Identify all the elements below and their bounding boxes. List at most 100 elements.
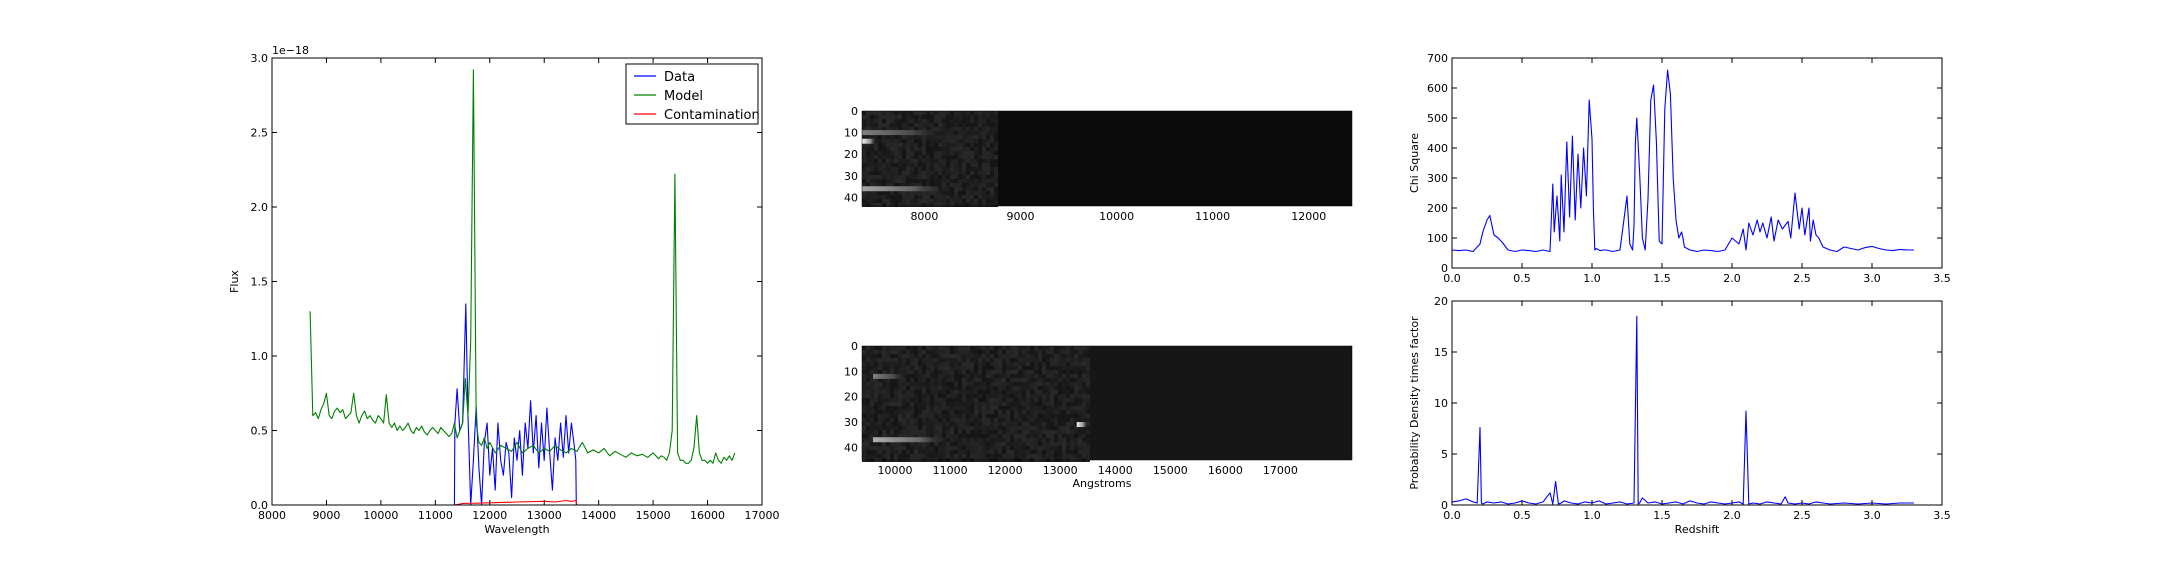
spectrum2d-bottom-noise-pixel <box>994 374 998 378</box>
spectrum2d-top-noise-pixel <box>942 159 946 163</box>
spectrum2d-bottom-noise-pixel <box>894 442 898 446</box>
spectrum2d-top-noise-pixel <box>870 115 874 119</box>
spectrum2d-top-noise-pixel <box>862 199 866 203</box>
spectrum2d-bottom-noise-pixel <box>962 410 966 414</box>
spectrum2d-top-noise-pixel <box>950 139 954 143</box>
spectrum2d-bottom-noise-pixel <box>970 354 974 358</box>
spectrum2d-bottom-noise-pixel <box>1074 422 1078 426</box>
spectrum2d-bottom-noise-pixel <box>954 398 958 402</box>
spectrum2d-top-noise-pixel <box>994 163 998 167</box>
spectrum2d-bottom-noise-pixel <box>922 434 926 438</box>
spectrum2d-bottom-noise-pixel <box>1054 374 1058 378</box>
spectrum2d-bottom-noise-pixel <box>862 374 866 378</box>
spectrum2d-bottom-noise-pixel <box>926 394 930 398</box>
spectrum2d-bottom-noise-pixel <box>958 418 962 422</box>
spectrum2d-bottom-noise-pixel <box>1074 358 1078 362</box>
spectrum2d-bottom-noise-pixel <box>862 426 866 430</box>
spectrum2d-bottom-noise-pixel <box>1026 394 1030 398</box>
spectrum2d-bottom-noise-pixel <box>1022 446 1026 450</box>
spectrum2d-top-noise-pixel <box>914 123 918 127</box>
spectrum2d-bottom-noise-pixel <box>938 406 942 410</box>
spectrum2d-top-noise-pixel <box>930 135 934 139</box>
spectrum2d-top-noise-pixel <box>898 123 902 127</box>
spectrum2d-bottom-noise-pixel <box>994 382 998 386</box>
spectrum2d-top-noise-pixel <box>970 195 974 199</box>
spectrum2d-bottom-noise-pixel <box>978 438 982 442</box>
spectrum2d-bottom-noise-pixel <box>890 382 894 386</box>
spectrum2d-bottom-noise-pixel <box>1082 358 1086 362</box>
spectrum2d-bottom-noise-pixel <box>910 386 914 390</box>
spectrum2d-bottom-noise-pixel <box>974 422 978 426</box>
spectrum2d-top-noise-pixel <box>922 135 926 139</box>
spectrum2d-top-noise-pixel <box>974 139 978 143</box>
spectrum2d-top-noise-pixel <box>958 131 962 135</box>
spectrum2d-bottom-noise-pixel <box>878 402 882 406</box>
spectrum2d-bottom-xtick-label: 12000 <box>988 464 1023 477</box>
spectrum2d-bottom-noise-pixel <box>1042 406 1046 410</box>
spectrum2d-bottom-noise-pixel <box>866 390 870 394</box>
spectrum2d-bottom-noise-pixel <box>894 418 898 422</box>
spectrum2d-bottom-noise-pixel <box>950 378 954 382</box>
spectrum2d-top-noise-pixel <box>986 131 990 135</box>
spectrum2d-bottom-noise-pixel <box>1046 378 1050 382</box>
spectrum2d-bottom-noise-pixel <box>954 438 958 442</box>
spectrum2d-bottom-noise-pixel <box>974 378 978 382</box>
spectrum2d-top-noise-pixel <box>870 119 874 123</box>
spectrum2d-bottom-noise-pixel <box>874 354 878 358</box>
spectrum2d-bottom-noise-pixel <box>1058 402 1062 406</box>
spectrum2d-top-noise-pixel <box>954 123 958 127</box>
spectrum2d-bottom-noise-pixel <box>1010 410 1014 414</box>
spectrum2d-bottom-noise-pixel <box>890 430 894 434</box>
spectrum2d-bottom-noise-pixel <box>998 382 1002 386</box>
spectrum2d-bottom-noise-pixel <box>1046 402 1050 406</box>
spectrum2d-bottom-noise-pixel <box>966 386 970 390</box>
spectrum2d-top-noise-pixel <box>970 191 974 195</box>
spectrum2d-bottom-noise-pixel <box>1010 394 1014 398</box>
spectrum2d-bottom-noise-pixel <box>982 442 986 446</box>
spectrum2d-top-noise-pixel <box>986 183 990 187</box>
spectrum2d-bottom-noise-pixel <box>1050 450 1054 454</box>
spectrum2d-top-noise-pixel <box>958 159 962 163</box>
spectrum2d-top-noise-pixel <box>942 127 946 131</box>
spectrum2d-top-noise-pixel <box>894 147 898 151</box>
spectrum2d-bottom-noise-pixel <box>1022 346 1026 350</box>
spectrum2d-top-noise-pixel <box>942 151 946 155</box>
spectrum2d-top-noise-pixel <box>954 159 958 163</box>
spectrum2d-bottom-noise-pixel <box>922 454 926 458</box>
spectrum2d-bottom-noise-pixel <box>978 386 982 390</box>
spectrum2d-bottom-noise-pixel <box>954 370 958 374</box>
spectrum2d-top-noise-pixel <box>962 135 966 139</box>
spectrum2d-top-noise-pixel <box>898 155 902 159</box>
spectrum2d-bottom-noise-pixel <box>1058 374 1062 378</box>
spectrum2d-bottom-noise-pixel <box>938 410 942 414</box>
spectrum2d-bottom-noise-pixel <box>918 382 922 386</box>
spectrum2d-bottom-noise-pixel <box>918 422 922 426</box>
spectrum2d-bottom-noise-pixel <box>1062 430 1066 434</box>
spectrum2d-bottom-noise-pixel <box>950 390 954 394</box>
spectrum2d-top-noise-pixel <box>866 127 870 131</box>
spectrum2d-top-noise-pixel <box>970 123 974 127</box>
spectrum2d-bottom-noise-pixel <box>866 438 870 442</box>
spectrum2d-bottom-noise-pixel <box>1054 414 1058 418</box>
spectrum2d-bottom-noise-pixel <box>1054 446 1058 450</box>
spectrum2d-top-noise-pixel <box>926 115 930 119</box>
spectrum2d-top-noise-pixel <box>894 119 898 123</box>
spectrum2d-top-noise-pixel <box>922 119 926 123</box>
spectrum2d-bottom-noise-pixel <box>882 418 886 422</box>
spectrum2d-bottom-noise-pixel <box>974 398 978 402</box>
spectrum2d-bottom-noise-pixel <box>1010 390 1014 394</box>
spectrum2d-top-noise-pixel <box>958 151 962 155</box>
spectrum2d-bottom-noise-pixel <box>906 354 910 358</box>
spectrum2d-bottom-noise-pixel <box>878 454 882 458</box>
spectrum2d-bottom-noise-pixel <box>1018 402 1022 406</box>
spectrum2d-bottom-noise-pixel <box>1078 438 1082 442</box>
spectrum2d-bottom-noise-pixel <box>906 454 910 458</box>
spectrum2d-bottom-noise-pixel <box>874 410 878 414</box>
spectrum2d-top-noise-pixel <box>898 139 902 143</box>
spectrum2d-top-frame <box>861 110 1353 207</box>
spectrum2d-top-noise-pixel <box>894 167 898 171</box>
spectrum2d-bottom-noise-pixel <box>1006 374 1010 378</box>
spectrum2d-bottom-noise-pixel <box>998 394 1002 398</box>
spectrum2d-top-noise-pixel <box>946 147 950 151</box>
spectrum2d-bottom-noise-pixel <box>902 406 906 410</box>
